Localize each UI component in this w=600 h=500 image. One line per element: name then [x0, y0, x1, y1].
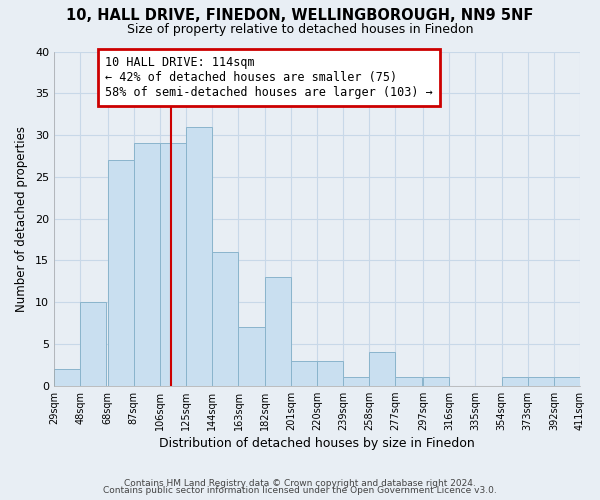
Text: 10 HALL DRIVE: 114sqm
← 42% of detached houses are smaller (75)
58% of semi-deta: 10 HALL DRIVE: 114sqm ← 42% of detached …: [105, 56, 433, 98]
Bar: [186, 126, 212, 386]
Bar: [423, 378, 449, 386]
Bar: [317, 360, 343, 386]
Bar: [265, 277, 291, 386]
Bar: [395, 378, 422, 386]
Bar: [107, 160, 134, 386]
Bar: [291, 360, 317, 386]
Bar: [554, 378, 580, 386]
Bar: [80, 302, 106, 386]
Bar: [238, 327, 265, 386]
Bar: [527, 378, 554, 386]
Bar: [134, 144, 160, 386]
Text: Contains public sector information licensed under the Open Government Licence v3: Contains public sector information licen…: [103, 486, 497, 495]
Bar: [502, 378, 527, 386]
Text: 10, HALL DRIVE, FINEDON, WELLINGBOROUGH, NN9 5NF: 10, HALL DRIVE, FINEDON, WELLINGBOROUGH,…: [67, 8, 533, 22]
Text: Size of property relative to detached houses in Finedon: Size of property relative to detached ho…: [127, 22, 473, 36]
Bar: [343, 378, 369, 386]
Text: Contains HM Land Registry data © Crown copyright and database right 2024.: Contains HM Land Registry data © Crown c…: [124, 478, 476, 488]
Bar: [212, 252, 238, 386]
Y-axis label: Number of detached properties: Number of detached properties: [15, 126, 28, 312]
Bar: [54, 369, 80, 386]
Bar: [369, 352, 395, 386]
Bar: [160, 144, 186, 386]
X-axis label: Distribution of detached houses by size in Finedon: Distribution of detached houses by size …: [159, 437, 475, 450]
